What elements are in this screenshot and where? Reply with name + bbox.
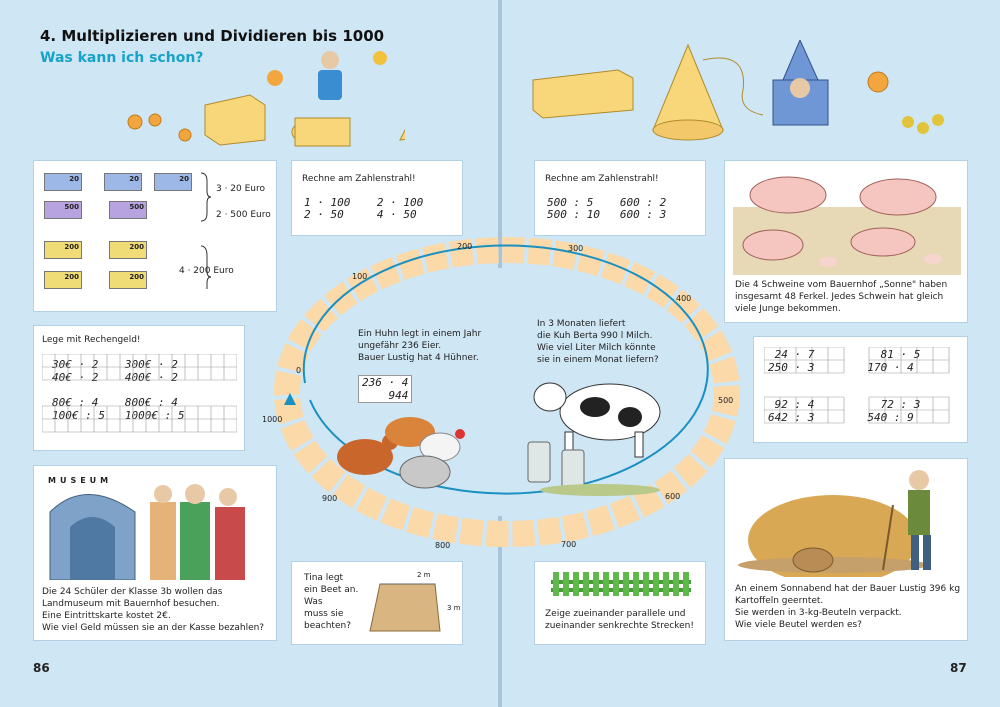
- ring-label: 300: [568, 244, 584, 253]
- bill-20: 20: [154, 173, 192, 191]
- ring-label: 200: [457, 242, 473, 251]
- zahlenstrahl-tasks: 500 : 5 600 : 2 500 : 10 600 : 3: [547, 196, 667, 221]
- bill-500: 500: [44, 201, 82, 219]
- pigs-illustration: [733, 176, 961, 275]
- number-ring: [274, 237, 740, 547]
- bill-200: 200: [44, 271, 82, 289]
- ring-label: 900: [322, 494, 338, 503]
- squared-grid: [764, 347, 950, 424]
- chicken-illustration: [337, 417, 465, 489]
- ring-label: 0: [296, 366, 302, 375]
- ring-label: 1000: [262, 415, 283, 424]
- bill-500: 500: [109, 201, 147, 219]
- bill-200: 200: [109, 271, 147, 289]
- page-subtitle: Was kann ich schon?: [40, 50, 204, 66]
- page-number-right: 87: [950, 661, 967, 675]
- cow-illustration: [527, 382, 661, 496]
- huhn-calc: 236 · 4 944: [358, 375, 413, 403]
- bill-200: 200: [44, 241, 82, 259]
- kartoffeln-text: An einem Sonnabend hat der Bauer Lustig …: [735, 584, 961, 630]
- museum-box: MUSEUM Die 24 Schüler der Klasse 3b woll…: [33, 465, 277, 641]
- kartoffeln-box: An einem Sonnabend hat der Bauer Lustig …: [724, 458, 968, 641]
- fence-illustration: [551, 572, 691, 596]
- money-label-1: 3 · 20 Euro: [216, 184, 266, 194]
- page-number-left: 86: [33, 661, 50, 675]
- schweine-text: Die 4 Schweine vom Bauernhof „Sonne" hab…: [735, 280, 948, 314]
- rechnen-box: 24 · 7 81 · 5 250 · 3 170 · 4 92 : 4 72 …: [753, 336, 968, 443]
- ring-label: 600: [665, 492, 681, 501]
- museum-sign: MUSEUM: [48, 476, 113, 485]
- museum-illustration: [49, 484, 245, 580]
- zahlenstrahl-box-right: Rechne am Zahlenstrahl! 500 : 5 600 : 2 …: [534, 160, 706, 236]
- brace-icon: [200, 172, 212, 289]
- zaun-box: Zeige zueinander parallele und zueinander…: [534, 561, 706, 645]
- money-box: 20 20 20 500 500 200 200 200 200 3 · 20 …: [33, 160, 277, 312]
- page-title: 4. Multiplizieren und Dividieren bis 100…: [40, 27, 385, 45]
- beet-text: Tina legt ein Beet an. Was muss sie beachten…: [304, 573, 359, 631]
- potato-farmer-illustration: [738, 470, 931, 577]
- ring-label: 800: [435, 541, 451, 550]
- money-label-3: 4 · 200 Euro: [179, 266, 234, 276]
- zahlenstrahl-tasks: 1 · 100 2 · 100 2 · 50 4 · 50: [304, 196, 424, 221]
- ring-label: 700: [561, 540, 577, 549]
- schweine-box: Die 4 Schweine vom Bauernhof „Sonne" hab…: [724, 160, 968, 323]
- money-label-2: 2 · 500 Euro: [216, 210, 271, 220]
- rechnen-tasks: 24 · 7 81 · 5 250 · 3 170 · 4 92 : 4 72 …: [768, 348, 921, 424]
- zahlenstrahl-box-left: Rechne am Zahlenstrahl! 1 · 100 2 · 100 …: [291, 160, 463, 236]
- header-illustration-right: [532, 40, 944, 141]
- rechengeld-box: Lege mit Rechengeld! 30€ · 2 300€ · 2 40…: [33, 325, 245, 451]
- beet-dim-w: 2 m: [417, 571, 431, 579]
- kuh-text: In 3 Monaten liefert die Kuh Berta 990 l …: [537, 319, 659, 365]
- bill-20: 20: [44, 173, 82, 191]
- ring-label: 100: [352, 272, 368, 281]
- beet-box: Tina legt ein Beet an. Was muss sie beachten…: [291, 561, 463, 645]
- ring-label: 400: [676, 294, 692, 303]
- beet-dim-h: 3 m: [447, 604, 461, 612]
- rechengeld-title: Lege mit Rechengeld!: [42, 335, 141, 345]
- bill-200: 200: [109, 241, 147, 259]
- squared-grid: [42, 354, 237, 433]
- zaun-text: Zeige zueinander parallele und zueinander…: [545, 609, 694, 631]
- zahlenstrahl-title: Rechne am Zahlenstrahl!: [545, 174, 659, 184]
- museum-text: Die 24 Schüler der Klasse 3b wollen das L…: [42, 587, 265, 633]
- huhn-text: Ein Huhn legt in einem Jahr ungefähr 236 …: [358, 329, 482, 363]
- ring-label: 500: [718, 396, 734, 405]
- header-illustration-left: [127, 51, 405, 147]
- garden-bed-illustration: [369, 583, 441, 632]
- bill-20: 20: [104, 173, 142, 191]
- zahlenstrahl-title: Rechne am Zahlenstrahl!: [302, 174, 416, 184]
